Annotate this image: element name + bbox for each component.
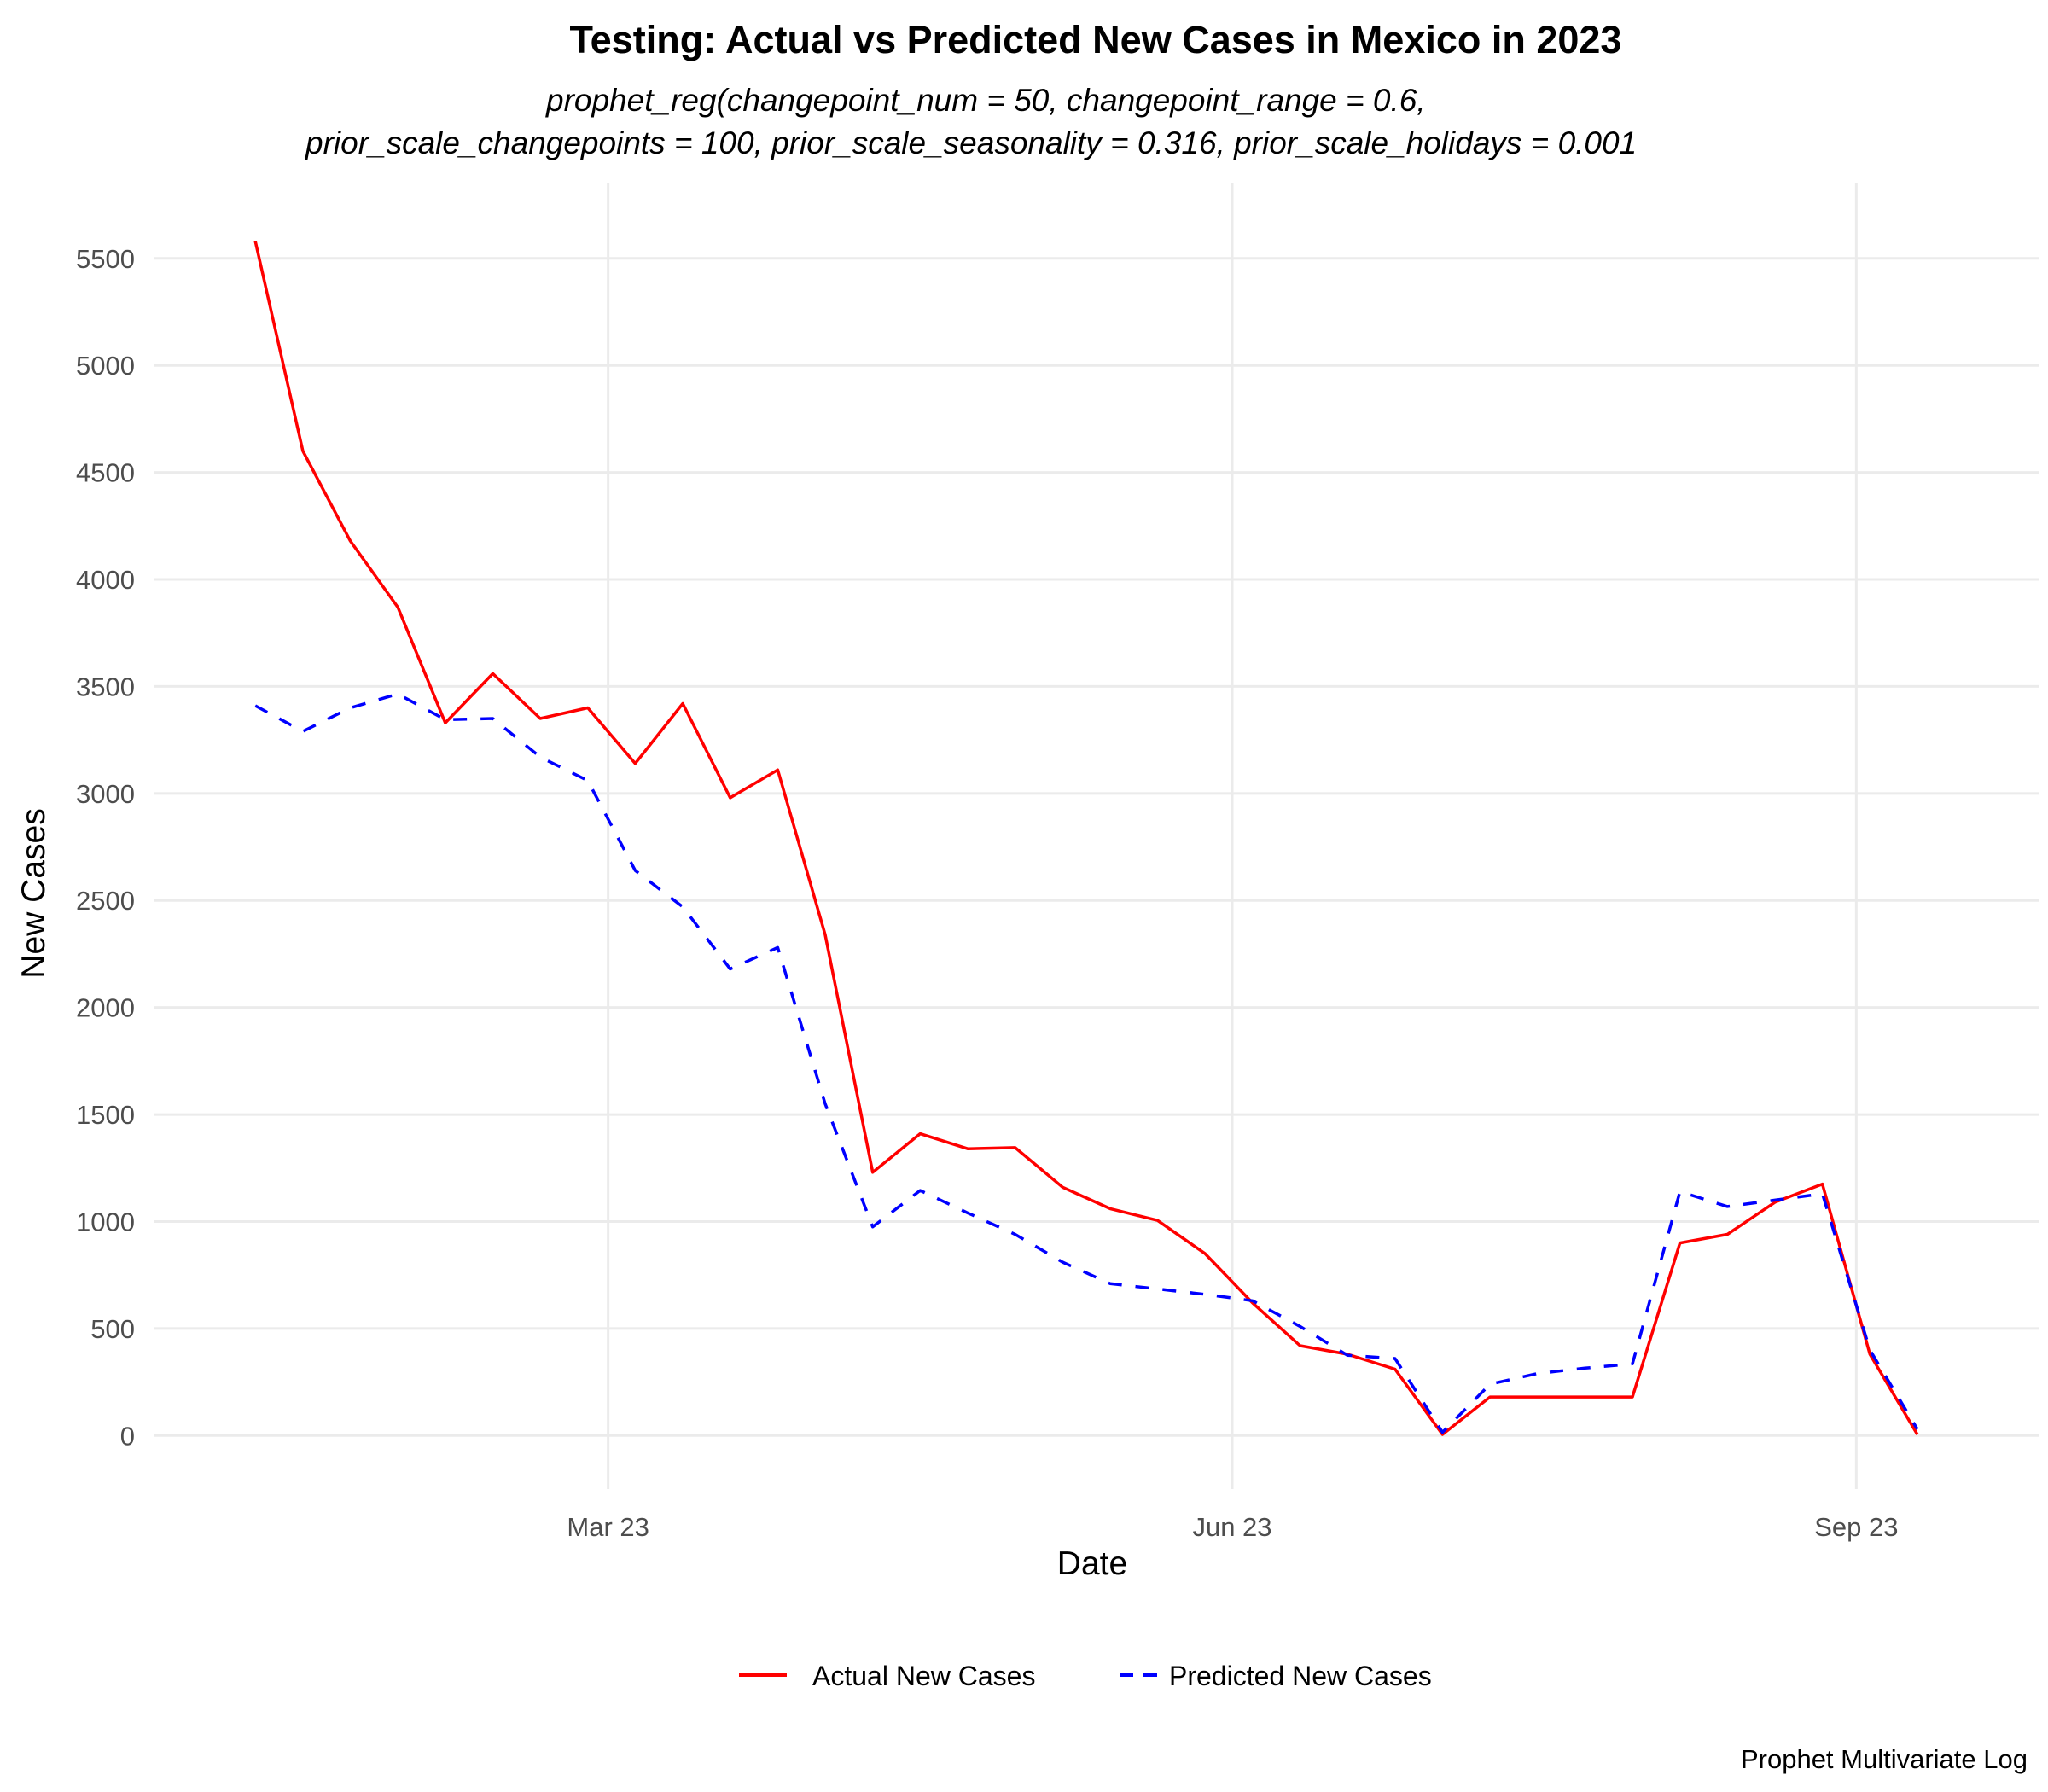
chart-subtitle-line-2: prior_scale_changepoints = 100, prior_sc…	[305, 125, 1637, 160]
legend-label-predicted: Predicted New Cases	[1169, 1661, 1432, 1691]
x-tick-label-sep-23: Sep 23	[1814, 1512, 1898, 1542]
y-tick-label-4500: 4500	[76, 458, 135, 488]
y-tick-label-2500: 2500	[76, 886, 135, 916]
legend: Actual New Cases Predicted New Cases	[739, 1661, 1432, 1691]
y-axis-ticks: 0 500 1000 1500 2000 2500 3000 3500 4000 4500 5000…	[76, 244, 135, 1452]
y-axis-title: New Cases	[15, 808, 52, 978]
x-tick-label-jun-23: Jun 23	[1192, 1512, 1271, 1542]
y-tick-label-2000: 2000	[76, 993, 135, 1023]
y-tick-label-3500: 3500	[76, 672, 135, 701]
series-line-predicted-new-cases	[254, 692, 1919, 1434]
series-line-actual-new-cases	[253, 241, 1919, 1436]
x-axis-title: Date	[1057, 1545, 1127, 1582]
chart-caption: Prophet Multivariate Log	[1741, 1744, 2028, 1774]
chart-subtitle-line-1: prophet_reg(changepoint_num = 50, change…	[545, 83, 1426, 118]
x-axis-ticks: Mar 23 Jun 23 Sep 23	[567, 1512, 1898, 1542]
y-tick-label-3000: 3000	[76, 779, 135, 809]
y-tick-label-4000: 4000	[76, 565, 135, 595]
gridlines	[154, 183, 2039, 1489]
series-lines	[253, 241, 1919, 1436]
y-tick-label-1500: 1500	[76, 1100, 135, 1130]
y-tick-label-5500: 5500	[76, 244, 135, 274]
legend-label-actual: Actual New Cases	[812, 1661, 1035, 1691]
y-tick-label-5000: 5000	[76, 351, 135, 381]
chart-title: Testing: Actual vs Predicted New Cases i…	[570, 18, 1622, 61]
x-tick-label-mar-23: Mar 23	[567, 1512, 649, 1542]
y-tick-label-500: 500	[90, 1314, 135, 1344]
y-tick-label-1000: 1000	[76, 1207, 135, 1236]
y-tick-label-0: 0	[120, 1421, 135, 1451]
